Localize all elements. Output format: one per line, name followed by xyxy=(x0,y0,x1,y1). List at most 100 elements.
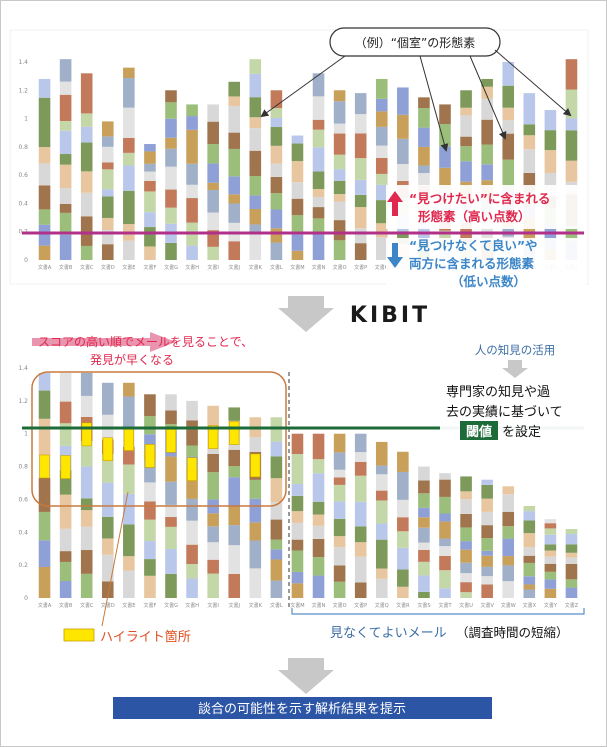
category-label: 文書U xyxy=(459,602,473,609)
bar-segment xyxy=(186,129,198,164)
bar-segment xyxy=(228,148,241,177)
bar-segment xyxy=(80,245,93,260)
bar-13 xyxy=(291,135,304,260)
bar-segment xyxy=(565,587,578,598)
score-order-arrow: スコアの高い順でメールを見ることで、 発見が早くなる xyxy=(32,332,253,367)
bar-segment xyxy=(481,498,493,512)
bar-21 xyxy=(460,476,472,598)
bar-11 xyxy=(249,417,262,598)
flow-down-arrow-1 xyxy=(278,296,334,332)
callout-pointer-2 xyxy=(419,55,449,152)
bar-segment xyxy=(80,510,93,527)
callout-box xyxy=(329,27,501,57)
category-label: 文書J xyxy=(228,264,239,271)
bar-segment xyxy=(165,137,177,149)
bar-segment xyxy=(544,130,557,151)
bar-segment xyxy=(565,552,578,558)
up-arrow-icon xyxy=(387,191,403,216)
bar-segment xyxy=(460,499,472,514)
bar-segment xyxy=(228,203,241,223)
bar-segment xyxy=(375,500,388,524)
bar-segment xyxy=(101,581,114,598)
bar-segment xyxy=(270,242,283,260)
bar-segment xyxy=(333,90,346,102)
bar-segment xyxy=(418,591,430,598)
bar-segment xyxy=(481,78,493,87)
bar-segment xyxy=(228,466,241,478)
y-tick-label: 0.8 xyxy=(18,464,28,471)
bar-segment xyxy=(165,456,177,482)
bar-segment xyxy=(291,433,304,455)
y-tick-label: 1 xyxy=(24,116,28,123)
bar-segment xyxy=(397,164,409,182)
bar-11 xyxy=(249,59,262,260)
bar-segment xyxy=(291,484,304,496)
bar-segment xyxy=(123,493,135,525)
bar-segment xyxy=(249,73,262,98)
bar-segment xyxy=(523,217,536,241)
bar-segment xyxy=(481,584,493,598)
bar-segment xyxy=(123,107,135,138)
bar-8 xyxy=(186,104,198,260)
bar-segment xyxy=(375,98,388,112)
category-label: 文書Z xyxy=(565,602,579,609)
skip-mail-suffix: （調査時間の短縮） xyxy=(456,625,569,640)
category-label: 文書E xyxy=(122,264,135,271)
bar-segment xyxy=(375,465,388,475)
bar-segment xyxy=(123,396,135,429)
y-tick-label: 0.4 xyxy=(18,200,28,207)
bar-segment xyxy=(228,105,241,133)
bar-segment xyxy=(144,434,156,450)
bar-segment xyxy=(270,193,283,210)
bar-segment xyxy=(312,189,325,197)
y-tick-label: 0 xyxy=(24,595,28,602)
upper-annotation: “見つけたい”に含まれる 形態素（高い点数） xyxy=(386,185,586,229)
bar-segment xyxy=(460,476,472,492)
bar-segment xyxy=(375,523,388,540)
bar-segment xyxy=(502,538,515,557)
bar-segment xyxy=(544,588,557,598)
bar-segment xyxy=(228,449,241,467)
bar-segment xyxy=(354,194,367,208)
bar-segment xyxy=(460,549,472,563)
category-label: 文書B xyxy=(59,264,73,271)
down-arrow-icon xyxy=(387,243,403,268)
bar-segment xyxy=(186,420,198,446)
bar-segment xyxy=(502,526,515,539)
category-label: 文書A xyxy=(38,264,52,271)
callout: （例）“個室”の形態素 xyxy=(260,27,572,152)
bar-3 xyxy=(80,73,93,260)
bar-23 xyxy=(502,486,515,598)
bar-2 xyxy=(59,372,72,598)
bar-segment xyxy=(101,162,114,170)
bar-2 xyxy=(59,59,72,260)
bar-segment xyxy=(249,59,262,74)
bar-segment xyxy=(270,478,283,503)
bar-segment xyxy=(312,538,325,558)
category-label: 文書G xyxy=(164,264,178,271)
category-label: 文書T xyxy=(438,602,452,609)
callout-pointer-1 xyxy=(260,55,346,118)
bar-segment xyxy=(544,519,557,524)
bar-segment xyxy=(354,133,367,159)
highlight-mark xyxy=(144,444,156,468)
category-label: 文書B xyxy=(59,602,73,609)
bar-segment xyxy=(101,516,114,539)
bar-segment xyxy=(291,583,304,598)
bar-segment xyxy=(354,114,367,134)
category-label: 文書A xyxy=(38,602,52,609)
bar-segment xyxy=(144,171,156,181)
bar-segment xyxy=(460,161,472,182)
skip-mail-label: 見なくてよいメール xyxy=(330,626,447,641)
bar-segment xyxy=(418,173,430,186)
highlight-legend: ハイライト箇所 xyxy=(63,491,191,645)
category-label: 文書I xyxy=(207,602,218,609)
bar-12 xyxy=(270,417,283,598)
bar-segment xyxy=(354,433,367,453)
bar-segment xyxy=(397,471,409,500)
bar-segment xyxy=(165,189,177,208)
bar-segment xyxy=(397,138,409,165)
bar-segment xyxy=(59,59,72,82)
bar-segment xyxy=(460,582,472,593)
bar-segment xyxy=(249,437,262,452)
